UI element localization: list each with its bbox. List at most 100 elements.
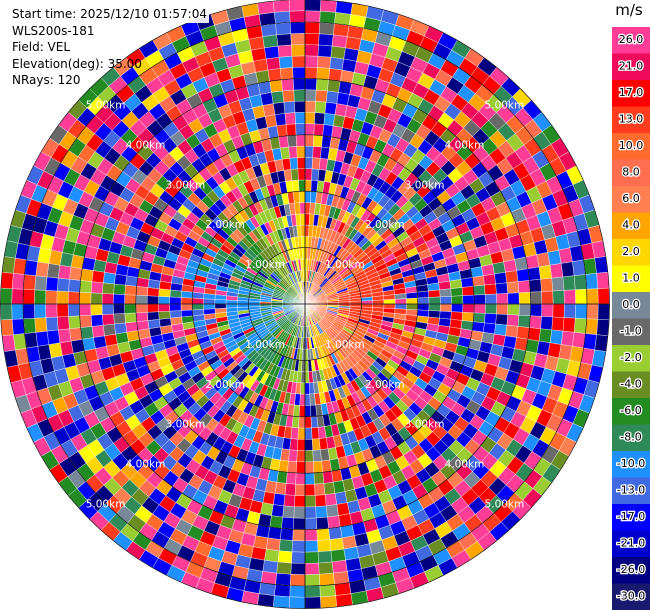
velocity-gate: [169, 310, 182, 319]
colorbar-unit: m/s: [615, 1, 643, 19]
velocity-gate: [383, 303, 396, 309]
velocity-gate: [113, 293, 125, 305]
velocity-gate: [281, 158, 292, 171]
velocity-gate: [135, 312, 149, 322]
velocity-gate: [299, 202, 306, 215]
velocity-gate: [68, 279, 81, 293]
colorbar-tick-label: -2.0: [620, 351, 641, 364]
velocity-gate: [278, 135, 289, 149]
velocity-gate: [473, 312, 486, 324]
velocity-gate: [291, 540, 306, 553]
velocity-gate: [101, 303, 114, 315]
velocity-gate: [328, 68, 343, 82]
velocity-gate: [496, 293, 509, 305]
velocity-gate: [23, 318, 36, 334]
colorbar-swatch: [612, 27, 650, 54]
velocity-gate: [282, 89, 295, 103]
velocity-gate: [304, 472, 315, 485]
velocity-gate: [304, 134, 315, 147]
velocity-gate: [315, 505, 328, 519]
velocity-gate: [552, 290, 565, 305]
velocity-gate: [574, 318, 587, 334]
velocity-gate: [57, 277, 70, 292]
velocity-gate: [287, 134, 297, 148]
velocity-gate: [262, 103, 276, 117]
velocity-gate: [271, 90, 284, 104]
velocity-gate: [292, 529, 306, 542]
colorbar-tick-label: 26.0: [619, 33, 644, 46]
velocity-gate: [304, 382, 310, 395]
velocity-gate: [328, 526, 343, 540]
colorbar-swatch: [612, 80, 650, 107]
velocity-gate: [311, 438, 321, 451]
velocity-gate: [11, 318, 25, 335]
velocity-gate: [596, 319, 610, 336]
velocity-gate: [294, 112, 306, 124]
velocity-gate: [495, 313, 508, 326]
colorbar-tick-label: 10.0: [619, 139, 644, 152]
velocity-gate: [102, 282, 115, 295]
velocity-gate: [300, 213, 306, 226]
colorbar-swatch: [612, 583, 650, 610]
velocity-gate: [297, 168, 306, 181]
velocity-gate: [597, 303, 610, 321]
velocity-gate: [281, 516, 294, 530]
velocity-gate: [289, 438, 299, 451]
velocity-gate: [304, 585, 321, 598]
velocity-gate: [192, 297, 204, 305]
velocity-gate: [11, 303, 24, 320]
velocity-gate: [56, 303, 69, 318]
velocity-gate: [549, 329, 564, 345]
velocity-gate: [282, 505, 295, 519]
velocity-gate: [289, 157, 299, 170]
velocity-gate: [304, 191, 312, 203]
velocity-gate: [317, 56, 332, 69]
velocity-gate: [291, 55, 306, 68]
velocity-gate: [91, 270, 105, 283]
velocity-gate: [496, 303, 509, 315]
velocity-gate: [295, 461, 306, 474]
velocity-gate: [319, 22, 335, 35]
colorbar-swatch: [612, 292, 650, 319]
velocity-gate: [277, 44, 293, 58]
velocity-gate: [113, 283, 126, 295]
velocity-gate: [428, 296, 441, 305]
velocity-gate: [336, 502, 350, 516]
colorbar-tick-label: -4.0: [620, 378, 641, 391]
velocity-gate: [304, 371, 310, 384]
velocity-gate: [417, 290, 430, 299]
velocity-gate: [304, 0, 322, 12]
velocity-gate: [237, 303, 249, 308]
velocity-gate: [320, 448, 330, 462]
velocity-gate: [562, 275, 576, 291]
velocity-gate: [284, 112, 296, 125]
velocity-gate: [275, 22, 291, 35]
velocity-gate: [34, 303, 47, 319]
range-ring-label: 5.00km: [485, 498, 525, 510]
range-ring-label: 1.00km: [325, 339, 365, 351]
velocity-gate: [471, 275, 485, 287]
velocity-gate: [428, 289, 441, 298]
range-ring-label: 1.00km: [325, 259, 365, 271]
colorbar-tick-label: 13.0: [619, 113, 644, 126]
velocity-gate: [318, 437, 329, 450]
velocity-gate: [80, 326, 94, 340]
velocity-gate: [417, 303, 430, 311]
velocity-gate: [295, 213, 302, 226]
velocity-gate: [304, 66, 318, 79]
velocity-gate: [551, 276, 565, 292]
velocity-gate: [561, 261, 575, 278]
velocity-gate: [585, 273, 599, 290]
velocity-gates: [0, 0, 610, 609]
velocity-gate: [461, 312, 475, 322]
velocity-gate: [334, 491, 348, 505]
velocity-gate: [406, 303, 418, 311]
range-ring-label: 3.00km: [405, 179, 445, 191]
range-ring-label: 2.00km: [365, 219, 405, 231]
colorbar-swatch: [612, 186, 650, 213]
velocity-gate: [275, 573, 291, 586]
velocity-gate: [314, 483, 326, 496]
velocity-gate: [541, 303, 554, 318]
range-ring-label: 2.00km: [205, 379, 245, 391]
velocity-gate: [124, 294, 137, 305]
